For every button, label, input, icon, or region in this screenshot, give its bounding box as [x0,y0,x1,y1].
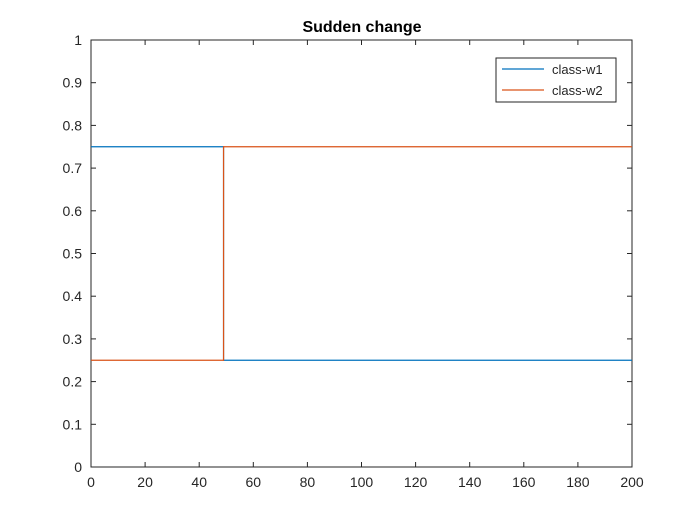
x-tick-label: 160 [512,474,536,490]
y-tick-label: 0 [74,459,82,475]
x-tick-label: 140 [458,474,482,490]
x-tick-label: 0 [87,474,95,490]
y-tick-label: 0.2 [63,374,83,390]
x-tick-label: 40 [191,474,207,490]
x-tick-label: 100 [350,474,374,490]
chart-title: Sudden change [302,19,421,36]
x-tick-label: 60 [246,474,262,490]
x-tick-label: 200 [620,474,644,490]
y-tick-label: 0.7 [63,160,83,176]
x-tick-label: 120 [404,474,428,490]
y-tick-label: 0.8 [63,117,83,133]
legend-box [495,57,617,103]
axes: 0 20 40 60 80 100 120 140 160 180 200 0 0.1 0.2 0.3 0.4… [63,32,644,490]
plot-area-frame [90,39,633,468]
y-tick-label: 0.1 [63,416,83,432]
y-tick-label: 1 [74,32,82,48]
y-tick-label: 0.9 [63,75,83,91]
y-tick-label: 0.6 [63,203,83,219]
y-tick-label: 0.5 [63,246,83,262]
legend-label: class-w1 [552,62,603,77]
y-tick-label: 0.4 [63,288,83,304]
x-tick-label: 80 [300,474,316,490]
y-tick-label: 0.3 [63,331,83,347]
legend: class-w1 class-w2 [495,57,617,103]
series-layer [91,146,632,361]
x-tick-label: 180 [566,474,590,490]
series-line-class-w2 [91,146,632,361]
x-tick-label: 20 [137,474,153,490]
legend-label: class-w2 [552,83,603,98]
